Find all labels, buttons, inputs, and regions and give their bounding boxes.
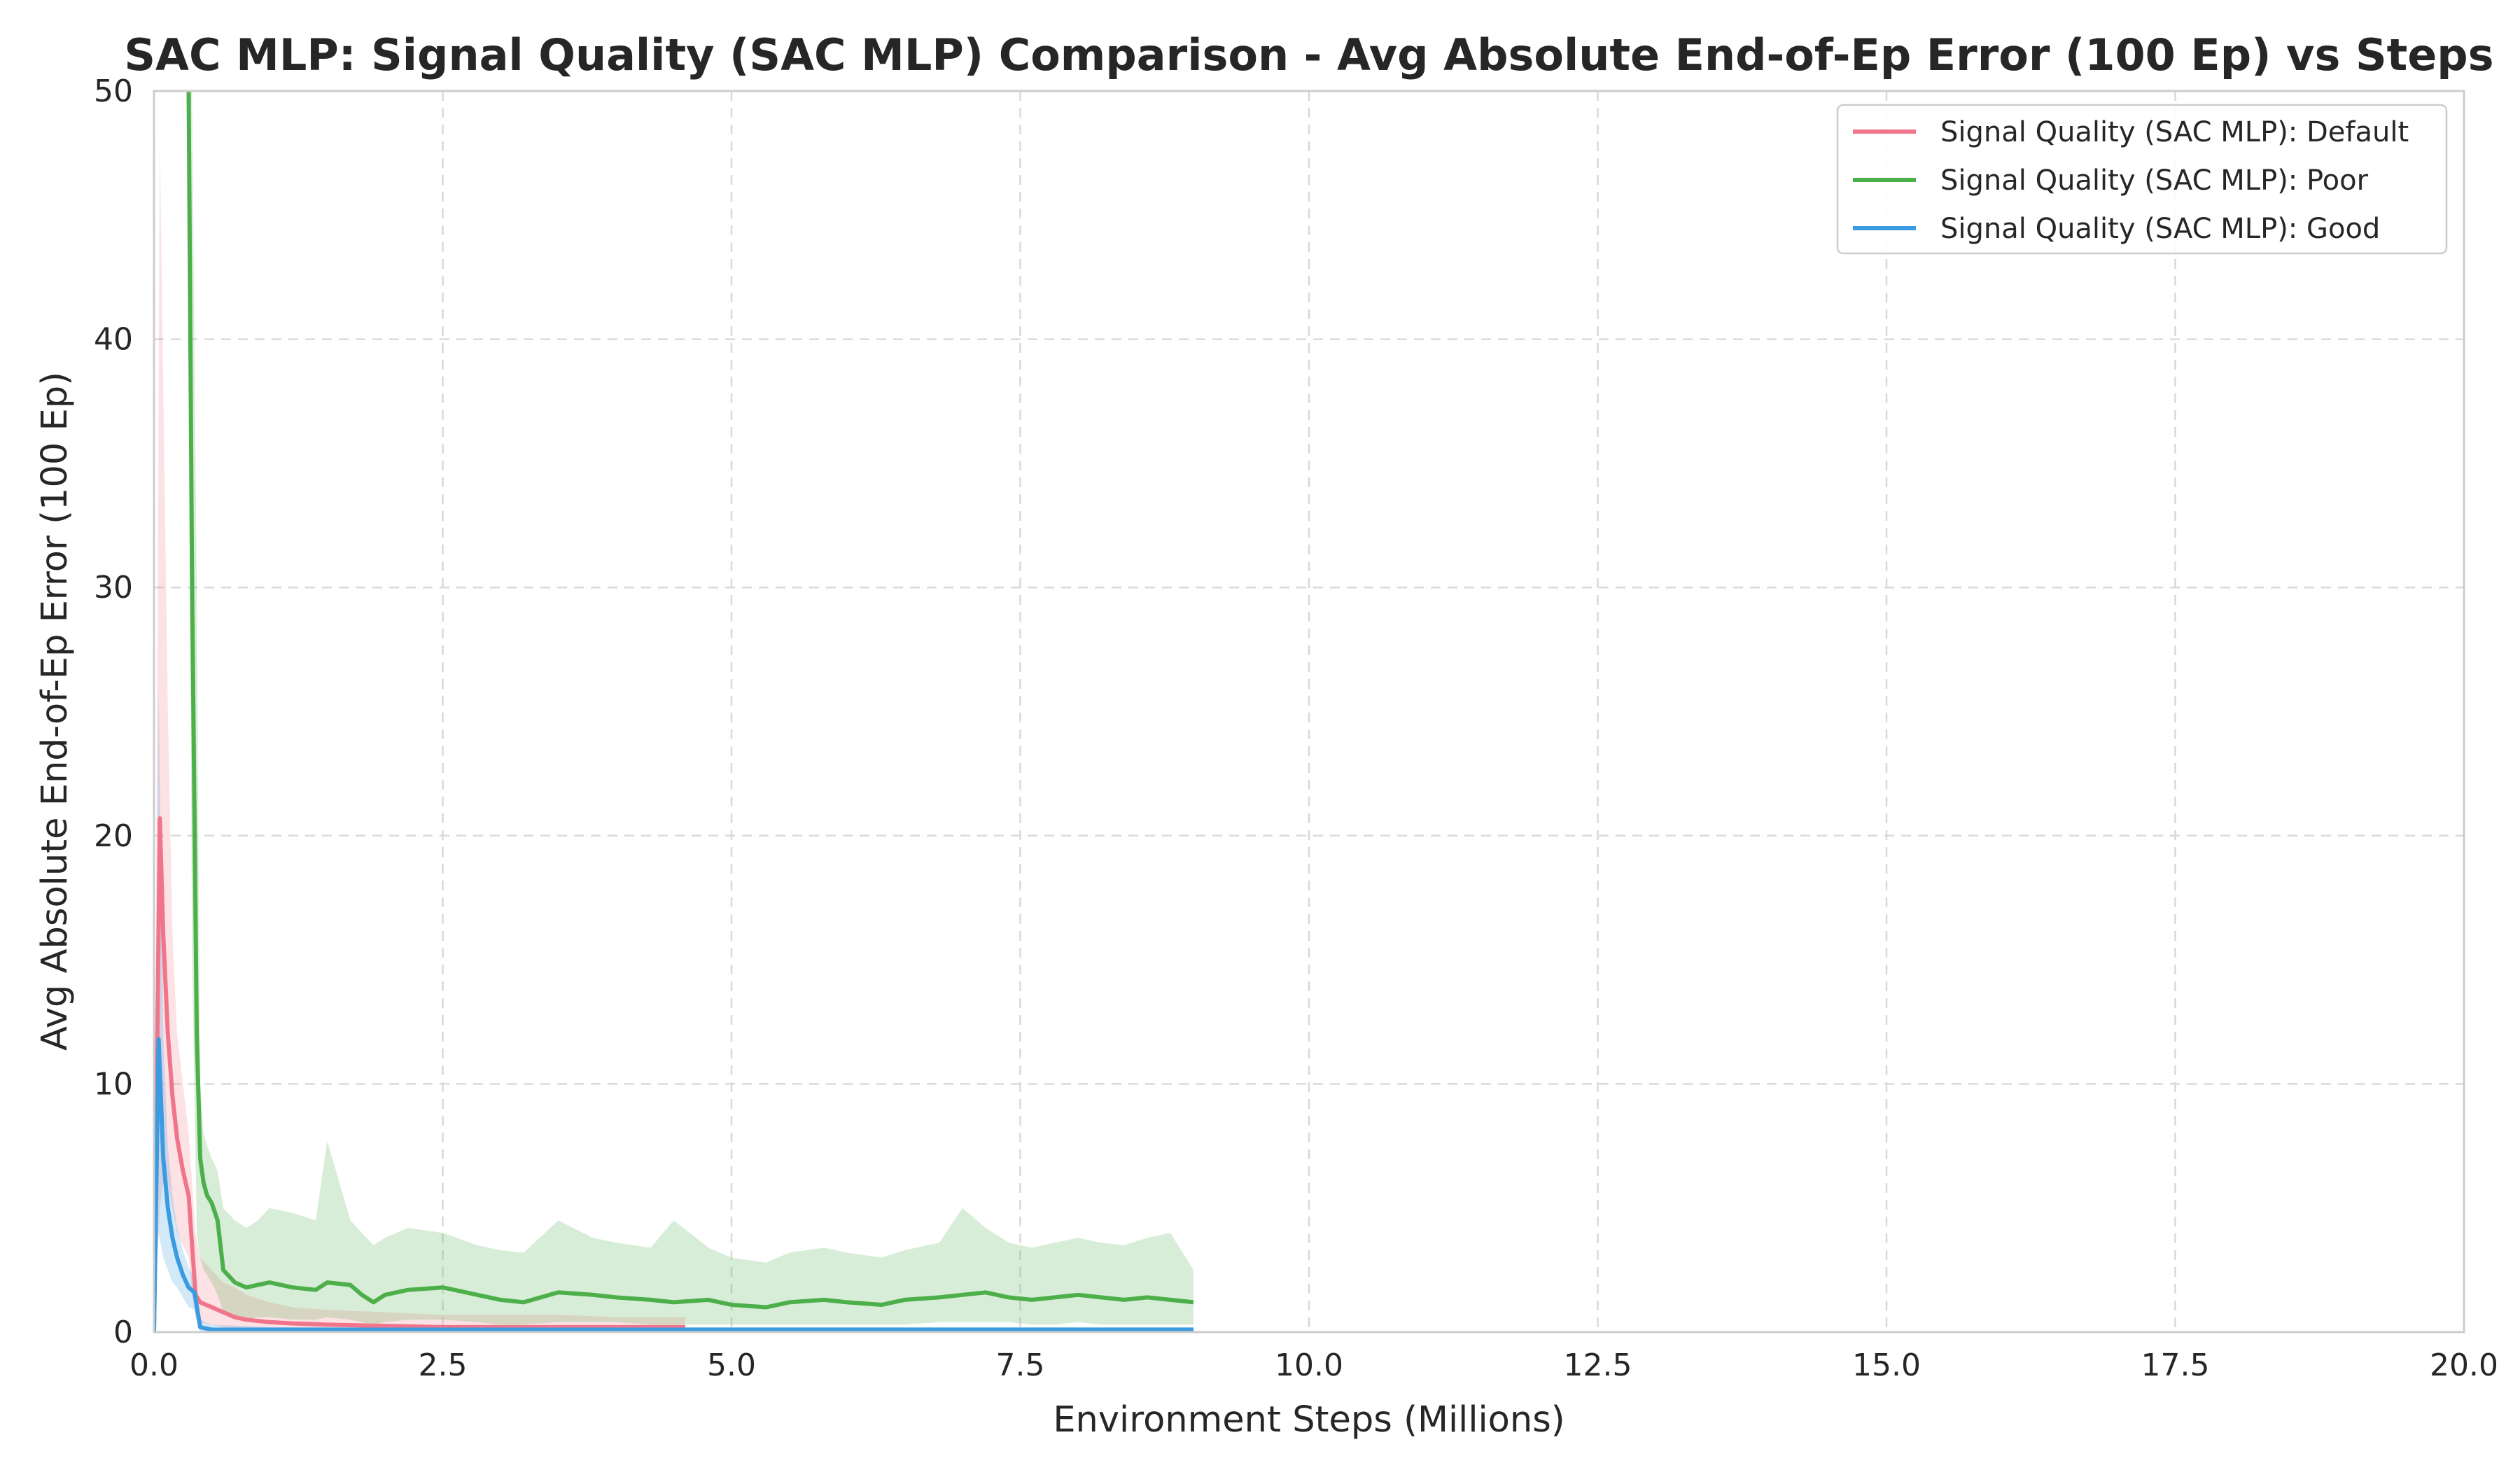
y-tick-label: 40: [94, 322, 133, 358]
series-line-1: [186, 91, 1194, 1310]
x-tick-label: 15.0: [1852, 1348, 1921, 1383]
legend-label-0: Signal Quality (SAC MLP): Default: [1940, 116, 2409, 148]
chart-title: SAC MLP: Signal Quality (SAC MLP) Compar…: [124, 29, 2493, 80]
x-tick-label: 7.5: [996, 1348, 1045, 1383]
legend-label-2: Signal Quality (SAC MLP): Good: [1940, 213, 2380, 245]
x-tick-label: 10.0: [1275, 1348, 1343, 1383]
y-tick-label: 30: [94, 570, 133, 606]
series-band-0: [154, 140, 685, 1332]
x-tick-label: 20.0: [2430, 1348, 2498, 1383]
legend-box: [1836, 104, 2448, 255]
y-axis-label: Avg Absolute End-of-Ep Error (100 Ep): [34, 372, 76, 1051]
x-tick-label: 12.5: [1564, 1348, 1632, 1383]
y-tick-label: 20: [94, 818, 133, 854]
grid: [154, 91, 2464, 1332]
series-band-1: [188, 91, 1194, 1325]
x-tick-label: 0.0: [130, 1348, 178, 1383]
y-tick-label: 0: [113, 1315, 133, 1350]
series-line-0: [154, 816, 685, 1332]
plot-frame: [153, 90, 2465, 1334]
x-tick-label: 5.0: [707, 1348, 756, 1383]
y-tick-labels: 0 10 20 30 40 50: [94, 74, 133, 1350]
x-tick-label: 2.5: [419, 1348, 468, 1383]
x-tick-labels: 0.0 2.5 5.0 7.5 10.0 12.5 15.0 17.5 20.0: [130, 1348, 2498, 1383]
confidence-bands: [154, 91, 1194, 1332]
y-tick-label: 10: [94, 1066, 133, 1102]
series-lines: [154, 91, 1194, 1332]
legend-label-1: Signal Quality (SAC MLP): Poor: [1940, 164, 2369, 197]
series-line-2: [154, 1037, 1194, 1332]
legend: Signal Quality (SAC MLP): Default Signal …: [1836, 104, 2448, 255]
x-axis-label: Environment Steps (Millions): [1053, 1399, 1564, 1441]
y-tick-label: 50: [94, 74, 133, 109]
x-tick-label: 17.5: [2141, 1348, 2210, 1383]
